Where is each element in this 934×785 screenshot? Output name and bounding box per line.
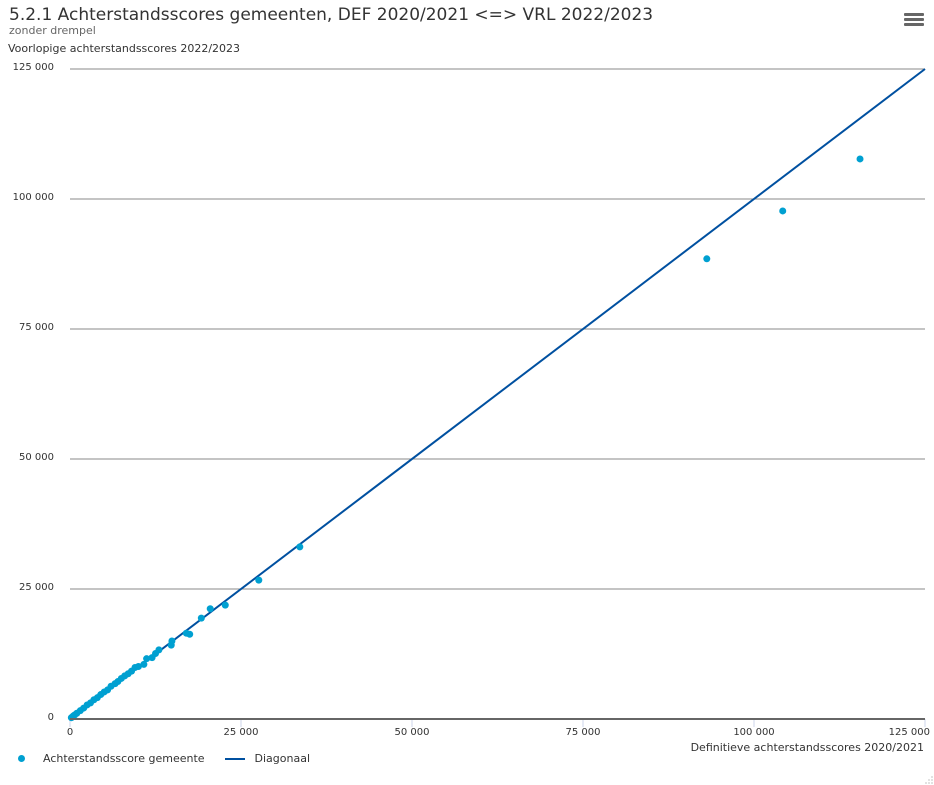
x-tick-label: 0	[66, 727, 74, 738]
y-tick-label: 100 000	[12, 192, 54, 203]
legend-label: Achterstandsscore gemeente	[43, 752, 205, 765]
x-tick-label: 100 000	[733, 727, 775, 738]
data-point[interactable]	[140, 660, 148, 668]
legend-item-diagonal[interactable]: Diagonaal	[224, 752, 311, 765]
data-point[interactable]	[143, 655, 151, 663]
y-tick-label: 75 000	[19, 322, 54, 333]
data-point[interactable]	[296, 543, 304, 551]
x-tick-label: 75 000	[565, 727, 601, 738]
grid-lines	[70, 68, 925, 590]
x-tick-label: 50 000	[394, 727, 430, 738]
data-points	[67, 155, 864, 722]
x-tick-label: 125 000	[888, 727, 930, 738]
data-point[interactable]	[167, 641, 175, 649]
data-point[interactable]	[206, 605, 214, 613]
legend-label: Diagonaal	[254, 752, 311, 765]
hamburger-menu-icon[interactable]	[904, 13, 924, 29]
y-axis-title: Voorlopige achterstandsscores 2022/2023	[8, 42, 241, 55]
x-tick-marks	[69, 719, 926, 727]
legend-item-points[interactable]: Achterstandsscore gemeente	[14, 752, 205, 765]
y-tick-label: 25 000	[19, 582, 54, 593]
diagonal-line[interactable]	[69, 68, 926, 720]
data-point[interactable]	[856, 155, 864, 163]
data-point[interactable]	[703, 255, 711, 263]
data-point[interactable]	[255, 576, 263, 584]
line-marker-icon	[224, 757, 245, 760]
chart-title: 5.2.1 Achterstandsscores gemeenten, DEF …	[9, 5, 654, 25]
dot-marker-icon	[18, 755, 25, 762]
chart-subtitle: zonder drempel	[9, 24, 96, 37]
data-point[interactable]	[779, 207, 787, 215]
y-tick-label: 50 000	[19, 452, 54, 463]
data-point[interactable]	[186, 630, 194, 638]
data-point[interactable]	[67, 714, 75, 722]
y-tick-label: 125 000	[12, 62, 54, 73]
data-point[interactable]	[197, 614, 205, 622]
legend: Achterstandsscore gemeente Diagonaal	[14, 752, 330, 765]
data-point[interactable]	[148, 654, 156, 662]
x-tick-label: 25 000	[223, 727, 259, 738]
data-point[interactable]	[221, 601, 229, 609]
resize-handle-icon[interactable]	[925, 776, 933, 784]
y-tick-label: 0	[47, 712, 54, 723]
x-axis-title: Definitieve achterstandsscores 2020/2021	[690, 741, 924, 754]
